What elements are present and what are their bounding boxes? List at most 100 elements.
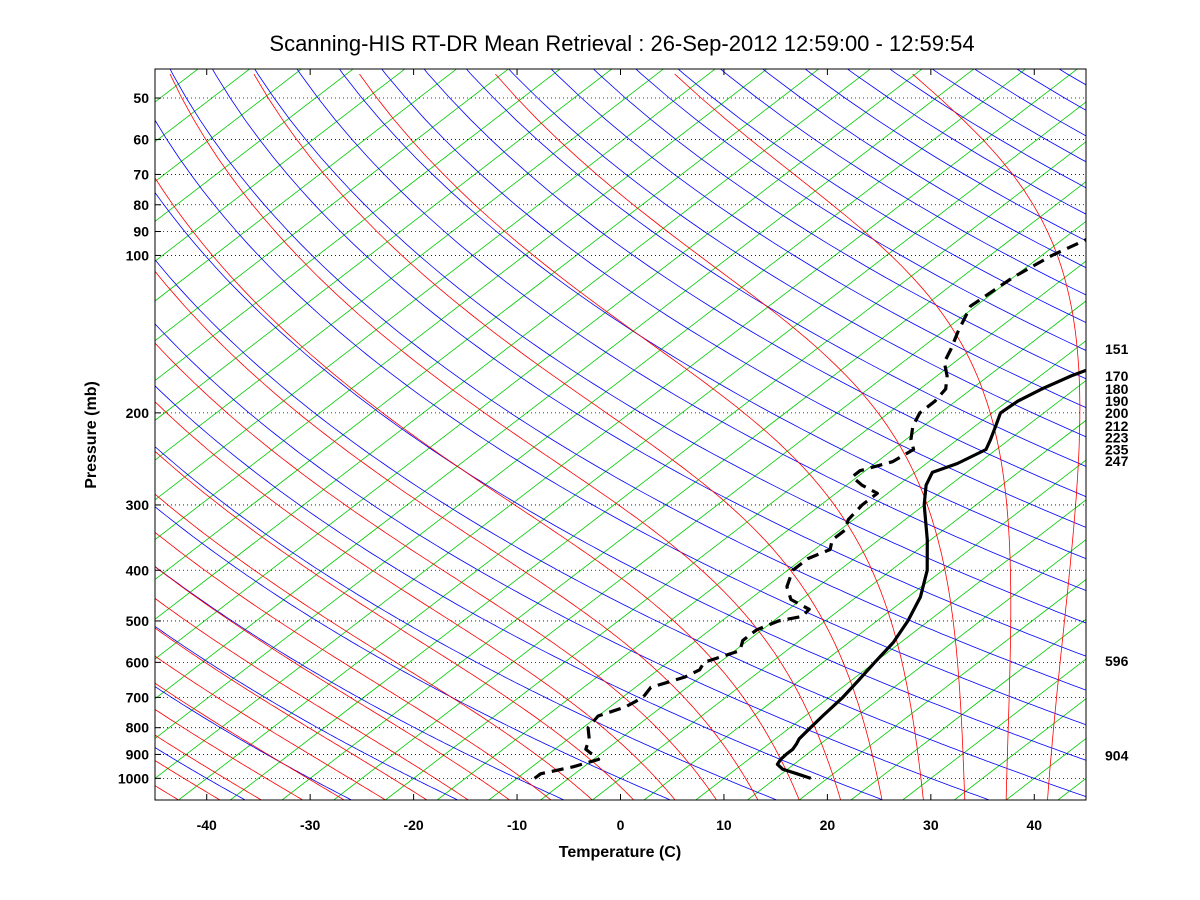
right-pressure-label: 151 [1105,341,1129,357]
x-axis: -40 -30 -20 -10 0 10 20 30 40 [197,69,1042,833]
dry-adiabat-line [155,565,565,800]
isotherm-line [155,69,458,302]
isotherm-line [850,618,1086,800]
isotherm-line [155,69,561,382]
y-axis: 50 60 70 80 90 100 200 300 400 500 600 700 800 900 100… [118,90,161,786]
y-tick-label: 300 [126,497,150,513]
dry-adiabat-line [254,69,1086,624]
x-tick-label: 0 [617,817,625,833]
y-tick-label: 60 [133,131,149,147]
right-pressure-label: 235 [1105,441,1129,457]
dry-adiabat-line [381,69,1086,528]
dry-adiabat-line [155,259,1086,798]
y-tick-label: 700 [126,689,150,705]
isotherm-line [155,69,768,541]
moist-adiabat-line [155,708,303,800]
dry-adiabat-line [155,385,884,800]
isotherm-line [902,658,1086,800]
isotherm-line [155,69,303,183]
x-tick-label: -10 [507,817,527,833]
moist-adiabat-line [495,73,966,800]
dry-adiabat-line [338,69,1086,560]
chart-title: Scanning-HIS RT-DR Mean Retrieval : 26-S… [269,31,974,56]
y-tick-label: 90 [133,224,149,240]
moist-adiabat-line [155,627,428,800]
dry-adiabat-line [155,747,246,800]
temperature-profile-line [775,368,1086,780]
dry-adiabat-line [155,506,671,800]
dry-adiabat-line [155,119,1086,726]
x-tick-label: 30 [923,817,939,833]
y-tick-label: 500 [126,613,150,629]
moist-adiabat-line [155,682,345,800]
moist-adiabat-line [155,655,386,800]
y-tick-label: 800 [126,720,150,736]
isotherm-line [385,260,1086,800]
moist-adiabat-line [155,597,469,800]
dry-adiabat-line [155,323,990,800]
x-tick-label: 10 [716,817,732,833]
moist-adiabat-line [155,566,510,800]
dry-adiabat-line [508,69,1086,438]
moist-adiabat-lines [155,73,1081,800]
isotherm-line [155,69,1027,740]
moist-adiabat-line [155,531,552,800]
isotherm-line [155,69,820,580]
moist-adiabat-line [155,270,759,800]
x-tick-label: -30 [300,817,320,833]
y-tick-label: 50 [133,90,149,106]
y-tick-label: 200 [126,405,150,421]
x-axis-label: Temperature (C) [559,844,681,861]
right-pressure-label: 904 [1105,747,1129,763]
y-tick-label: 600 [126,654,150,670]
isotherm-line [155,69,354,222]
x-tick-label: -40 [197,817,217,833]
isotherm-line [488,340,1086,800]
isotherm-line [747,539,1086,800]
moist-adiabat-line [912,73,1081,800]
y-tick-label: 900 [126,746,150,762]
right-pressure-label: 180 [1105,381,1129,397]
x-tick-label: 40 [1026,817,1042,833]
dry-adiabat-line [465,69,1086,467]
right-pressure-label: 170 [1105,368,1129,384]
isotherm-line [155,69,1078,779]
isotherm-line [155,69,613,421]
dry-adiabat-line [155,446,777,800]
right-pressure-label: 190 [1105,393,1129,409]
moist-adiabat-line [155,342,717,800]
isotherm-line [155,69,665,461]
right-pressure-label: 596 [1105,653,1129,669]
isotherm-line [155,69,975,700]
dewpoint-profile-line [533,237,1086,780]
y-tick-label: 70 [133,166,149,182]
isotherm-line [178,101,1086,800]
isotherm-line [436,300,1086,800]
isotherm-line [695,499,1086,800]
profile-lines [533,237,1086,780]
y-axis-label: Pressure (mb) [83,381,100,489]
y-tick-label: 100 [126,247,150,263]
isotherm-line [155,69,509,342]
isotherm-line [155,69,871,620]
right-pressure-label: 200 [1105,405,1129,421]
isotherm-line [643,459,1086,800]
isotherm-line [155,69,406,262]
right-pressure-label: 223 [1105,430,1129,446]
moist-adiabat-line [155,401,676,800]
moist-adiabat-line [674,73,1012,800]
right-pressure-label: 212 [1105,418,1129,434]
dry-adiabat-line [169,69,1086,691]
dry-adiabat-line [155,625,458,800]
moist-adiabat-line [253,73,883,800]
y-tick-label: 400 [126,562,150,578]
y-tick-label: 80 [133,197,149,213]
moist-adiabat-line [155,734,262,800]
x-tick-label: 20 [820,817,836,833]
right-pressure-label: 247 [1105,453,1129,469]
x-tick-label: -20 [403,817,423,833]
dry-adiabat-line [211,69,1086,657]
